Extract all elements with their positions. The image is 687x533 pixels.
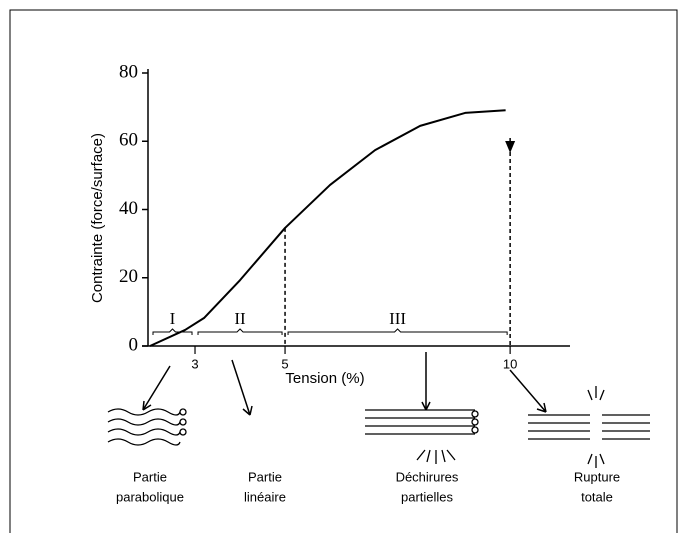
curve [149,109,506,347]
caption: partielles [401,489,454,504]
x-axis-label: Tension (%) [285,370,364,387]
frame [9,9,678,533]
region-brace [152,328,193,335]
caption: Rupture [574,469,620,484]
y-tick-label: 60 [119,130,138,151]
y-tick-label: 40 [119,198,138,219]
caption: linéaire [244,489,286,504]
x-tick-label: 10 [503,356,517,371]
caption: Partie [133,469,167,484]
arrows [142,352,547,416]
x-tick-label: 3 [191,356,198,371]
y-axis-label: Contrainte (force/surface) [89,133,106,303]
region-label: I [170,309,176,328]
region-label: III [389,309,406,328]
x-tick-label: 5 [281,356,288,371]
caption: Partie [248,469,282,484]
illustrations [107,386,650,468]
y-tick-label: 0 [129,334,139,355]
y-tick-label: 20 [119,266,138,287]
region-brace [197,328,283,335]
caption: parabolique [116,489,184,504]
region-brace [287,328,508,335]
y-tick-label: 80 [119,61,138,82]
caption: Déchirures [396,469,459,484]
caption: totale [581,489,613,504]
region-label: II [234,309,246,328]
